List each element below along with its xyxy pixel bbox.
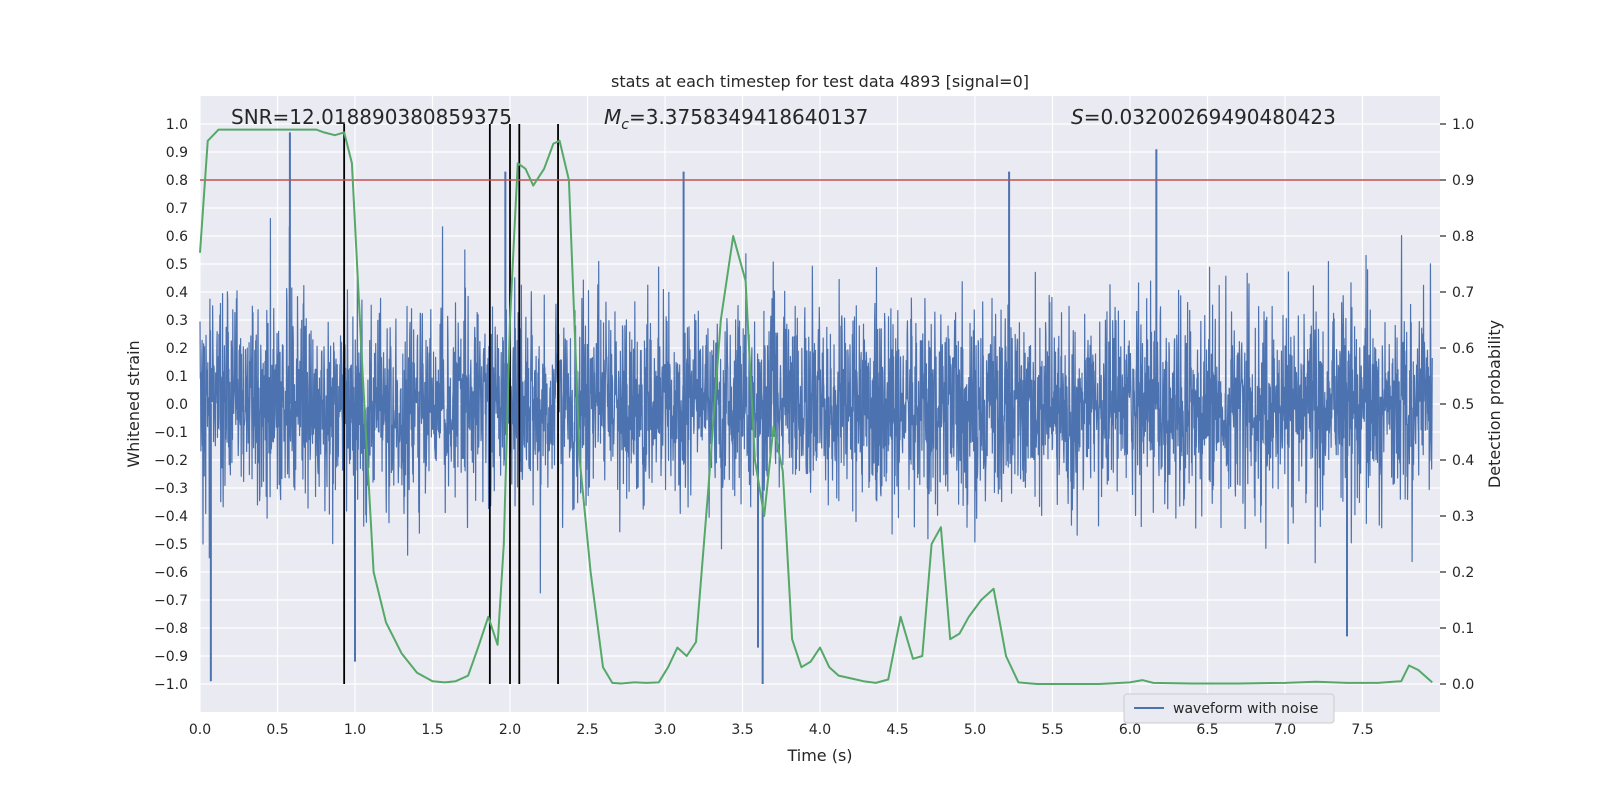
axes: 0.0 0.5 1.0 1.5 2.0 2.5 3.0 3.5 4.0 4.5 5.0 5.5 6.0 6… bbox=[154, 117, 1474, 738]
y-tick-label-right: 0.0 bbox=[1452, 677, 1474, 693]
y-tick-label-right: 0.9 bbox=[1452, 173, 1474, 189]
waveform-series bbox=[199, 132, 1433, 684]
y-tick-label-left: 0.3 bbox=[166, 313, 188, 329]
y-tick-label-left: −0.7 bbox=[154, 593, 188, 609]
x-axis-label: Time (s) bbox=[786, 746, 852, 765]
x-tick-label: 4.0 bbox=[809, 722, 831, 738]
x-tick-label: 1.5 bbox=[421, 722, 443, 738]
y-axis-label-left: Whitened strain bbox=[124, 340, 143, 467]
x-tick-label: 2.5 bbox=[576, 722, 598, 738]
y-tick-label-left: −0.4 bbox=[154, 509, 188, 525]
y-tick-label-right: 1.0 bbox=[1452, 117, 1474, 133]
y-tick-label-right: 0.5 bbox=[1452, 397, 1474, 413]
x-tick-label: 6.5 bbox=[1196, 722, 1218, 738]
legend-box bbox=[1123, 693, 1335, 724]
y-tick-label-right: 0.4 bbox=[1452, 453, 1474, 469]
x-tick-label: 7.5 bbox=[1351, 722, 1373, 738]
y-tick-label-left: −0.2 bbox=[154, 453, 188, 469]
waveform-line bbox=[199, 217, 1433, 594]
y-tick-label-left: −1.0 bbox=[154, 677, 188, 693]
y-tick-label-right: 0.3 bbox=[1452, 509, 1474, 525]
y-tick-label-left: −0.5 bbox=[154, 537, 188, 553]
s-value: =0.03200269490480423 bbox=[1084, 105, 1336, 129]
chart-title: stats at each timestep for test data 489… bbox=[611, 72, 1029, 91]
x-tick-label: 0.5 bbox=[266, 722, 288, 738]
y-axis-label-right: Detection probability bbox=[1485, 320, 1504, 488]
chirp-mass-annotation: Mc=3.3758349418640137 bbox=[604, 105, 868, 133]
y-tick-label-left: 0.5 bbox=[166, 257, 188, 273]
y-tick-label-right: 0.1 bbox=[1452, 621, 1474, 637]
y-tick-label-left: 0.9 bbox=[166, 145, 188, 161]
chirp-mass-symbol: M bbox=[604, 105, 621, 129]
y-tick-label-left: 0.8 bbox=[166, 173, 188, 189]
x-tick-label: 7.0 bbox=[1274, 722, 1296, 738]
y-tick-label-left: 0.4 bbox=[166, 285, 188, 301]
y-tick-label-left: −0.9 bbox=[154, 649, 188, 665]
probability-series bbox=[199, 128, 1433, 685]
y-tick-label-left: 0.0 bbox=[166, 397, 188, 413]
vertical-markers bbox=[343, 124, 559, 684]
y-tick-label-left: 0.2 bbox=[166, 341, 188, 357]
s-annotation: S=0.03200269490480423 bbox=[1071, 105, 1336, 129]
x-tick-label: 5.0 bbox=[964, 722, 986, 738]
x-tick-label: 5.5 bbox=[1041, 722, 1063, 738]
y-tick-label-right: 0.7 bbox=[1452, 285, 1474, 301]
y-tick-label-left: −0.8 bbox=[154, 621, 188, 637]
y-tick-label-right: 0.6 bbox=[1452, 341, 1474, 357]
x-tick-label: 6.0 bbox=[1119, 722, 1141, 738]
probability-line bbox=[199, 128, 1433, 685]
y-tick-label-right: 0.2 bbox=[1452, 565, 1474, 581]
x-tick-label: 2.0 bbox=[499, 722, 521, 738]
y-tick-label-left: 0.7 bbox=[166, 201, 188, 217]
legend: waveform with noise bbox=[1123, 693, 1335, 724]
s-symbol: S bbox=[1071, 105, 1084, 129]
x-tick-label: 1.0 bbox=[344, 722, 366, 738]
legend-entry-waveform: waveform with noise bbox=[1173, 701, 1318, 717]
y-tick-label-left: −0.3 bbox=[154, 481, 188, 497]
y-tick-label-left: −0.1 bbox=[154, 425, 188, 441]
snr-annotation: SNR=12.018890380859375 bbox=[231, 105, 512, 129]
y-tick-label-left: 1.0 bbox=[166, 117, 188, 133]
y-tick-label-left: −0.6 bbox=[154, 565, 188, 581]
y-tick-label-left: 0.1 bbox=[166, 369, 188, 385]
x-tick-label: 3.0 bbox=[654, 722, 676, 738]
y-tick-label-left: 0.6 bbox=[166, 229, 188, 245]
x-tick-label: 4.5 bbox=[886, 722, 908, 738]
x-tick-label: 0.0 bbox=[189, 722, 211, 738]
chirp-mass-value: =3.3758349418640137 bbox=[629, 105, 868, 129]
chirp-mass-subscript: c bbox=[621, 117, 629, 133]
x-tick-label: 3.5 bbox=[731, 722, 753, 738]
y-tick-label-right: 0.8 bbox=[1452, 229, 1474, 245]
